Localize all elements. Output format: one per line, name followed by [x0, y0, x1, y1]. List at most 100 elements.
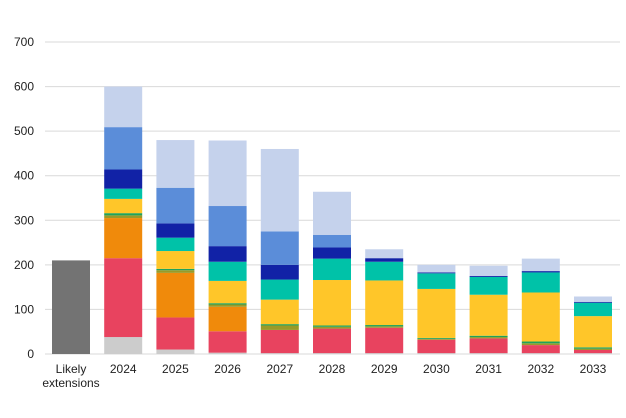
y-tick-label: 600: [14, 80, 34, 94]
x-tick-label-line: 2024: [110, 362, 137, 376]
bar-segment: [104, 198, 143, 214]
bar-segment: [208, 352, 247, 354]
bar-segment: [574, 348, 612, 350]
y-tick-label: 700: [14, 35, 34, 49]
bar-segment: [313, 328, 351, 354]
bar-segment: [574, 316, 612, 348]
x-tick-label-line: 2028: [319, 362, 346, 376]
bar-segment: [365, 353, 404, 354]
bar-segment: [104, 215, 143, 219]
x-tick-label: 2029: [371, 362, 398, 376]
x-tick-label: 2027: [266, 362, 293, 376]
bar-segment: [469, 276, 508, 295]
bar-segment: [156, 140, 195, 188]
bar-segment: [208, 306, 247, 332]
y-tick-label: 100: [14, 302, 34, 316]
bar-segment: [521, 341, 560, 344]
bar-segment: [313, 325, 351, 327]
bar-segment: [260, 299, 299, 325]
bar-segment: [260, 324, 299, 326]
bar-segment: [208, 304, 247, 307]
bar-segment: [208, 206, 247, 247]
x-tick-label: 2025: [162, 362, 189, 376]
bar-segment: [469, 294, 508, 336]
bar-segment: [417, 337, 456, 339]
x-tick-label: 2026: [214, 362, 241, 376]
bar-segment: [313, 326, 351, 329]
bar-segment: [521, 292, 560, 342]
bar-segment: [208, 246, 247, 262]
bar-segment: [469, 337, 508, 339]
bar-segment: [104, 337, 143, 354]
bar-segment: [313, 247, 351, 259]
bar-segment: [521, 258, 560, 272]
bar-segment: [469, 353, 508, 354]
bar-segment: [417, 353, 456, 354]
x-tick-label-line: 2033: [580, 362, 607, 376]
x-tick-label: 2024: [110, 362, 137, 376]
bar-segment: [156, 272, 195, 318]
bar-segment: [469, 265, 508, 276]
x-tick-label-line: 2026: [214, 362, 241, 376]
bar-segment: [208, 140, 247, 207]
bar-segment: [417, 272, 456, 274]
bar-segment: [417, 339, 456, 354]
bar-segment: [574, 296, 612, 302]
bar-segment: [365, 280, 404, 326]
bar-segment: [574, 302, 612, 317]
y-tick-label: 0: [27, 347, 34, 361]
bar-segment: [469, 338, 508, 354]
x-tick-label: Likely extensions: [42, 362, 99, 390]
bar-segment: [104, 169, 143, 189]
bar-segment: [574, 301, 612, 303]
bar-segment: [208, 280, 247, 304]
bar-segment: [260, 329, 299, 354]
bar-segment: [417, 273, 456, 289]
x-tick-label: 2033: [580, 362, 607, 376]
bar-segment: [521, 343, 560, 346]
y-tick-label: 500: [14, 124, 34, 138]
x-tick-label-line: 2030: [423, 362, 450, 376]
bar-segment: [417, 264, 456, 273]
bar-segment: [156, 349, 195, 354]
x-tick-label-line: 2032: [527, 362, 554, 376]
bar-segment: [156, 268, 195, 271]
bar-segment: [417, 288, 456, 338]
bar-segment: [313, 280, 351, 326]
x-axis-tick-labels: Likely extensions 2024 2025 2026 2027 2028 2029…: [42, 362, 606, 390]
bar-segment: [574, 347, 612, 349]
bar-segment: [365, 261, 404, 281]
y-tick-label: 200: [14, 258, 34, 272]
y-tick-label: 300: [14, 213, 34, 227]
bar-segment: [208, 261, 247, 281]
x-tick-label: 2030: [423, 362, 450, 376]
bar-segment: [417, 338, 456, 340]
bar-segment: [156, 237, 195, 252]
bar-segment: [260, 279, 299, 300]
bar-segment: [208, 303, 247, 305]
bar-segment: [365, 327, 404, 354]
bar-segment: [260, 325, 299, 330]
bar-segment: [365, 249, 404, 259]
bar-segment: [313, 191, 351, 235]
bar-segment: [156, 223, 195, 238]
x-tick-label-line: 2025: [162, 362, 189, 376]
bar-segment: [156, 270, 195, 273]
bar-segment: [208, 331, 247, 353]
bar-segment: [521, 353, 560, 354]
bar-segment: [365, 326, 404, 328]
bar-segment: [313, 258, 351, 281]
bar-segment: [521, 271, 560, 273]
bar-segment: [313, 234, 351, 248]
bar-segment: [156, 251, 195, 269]
bars: [52, 86, 612, 354]
bar-segment: [365, 258, 404, 262]
x-tick-label: 2031: [475, 362, 502, 376]
x-tick-label-line: 2031: [475, 362, 502, 376]
bar-segment: [260, 148, 299, 232]
x-tick-label-line: 2029: [371, 362, 398, 376]
x-tick-label-line: Likely: [56, 362, 87, 376]
x-tick-label-line: 2027: [266, 362, 293, 376]
bar-segment: [313, 353, 351, 354]
